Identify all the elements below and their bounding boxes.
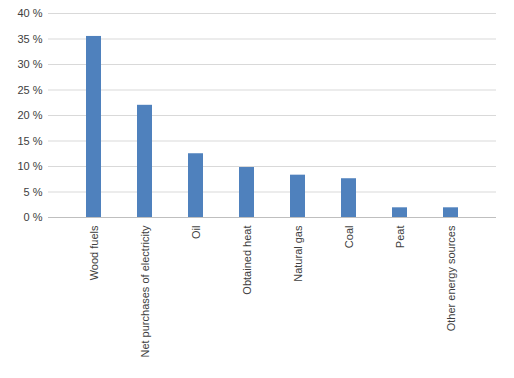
svg-text:Oil: Oil xyxy=(190,226,202,239)
svg-text:Other energy sources: Other energy sources xyxy=(445,225,457,331)
svg-text:20 %: 20 % xyxy=(17,109,42,121)
svg-text:Coal: Coal xyxy=(343,226,355,249)
svg-text:30 %: 30 % xyxy=(17,58,42,70)
svg-text:Net purchases of electricity: Net purchases of electricity xyxy=(139,225,151,358)
svg-text:Natural gas: Natural gas xyxy=(292,225,304,282)
svg-text:10 %: 10 % xyxy=(17,160,42,172)
svg-text:Obtained heat: Obtained heat xyxy=(241,226,253,295)
svg-text:40 %: 40 % xyxy=(17,7,42,19)
svg-text:0 %: 0 % xyxy=(24,211,43,223)
svg-text:15 %: 15 % xyxy=(17,135,42,147)
svg-text:35 %: 35 % xyxy=(17,33,42,45)
svg-text:5 %: 5 % xyxy=(24,186,43,198)
svg-text:25 %: 25 % xyxy=(17,84,42,96)
svg-text:Peat: Peat xyxy=(394,226,406,249)
svg-text:Wood fuels: Wood fuels xyxy=(88,225,100,280)
